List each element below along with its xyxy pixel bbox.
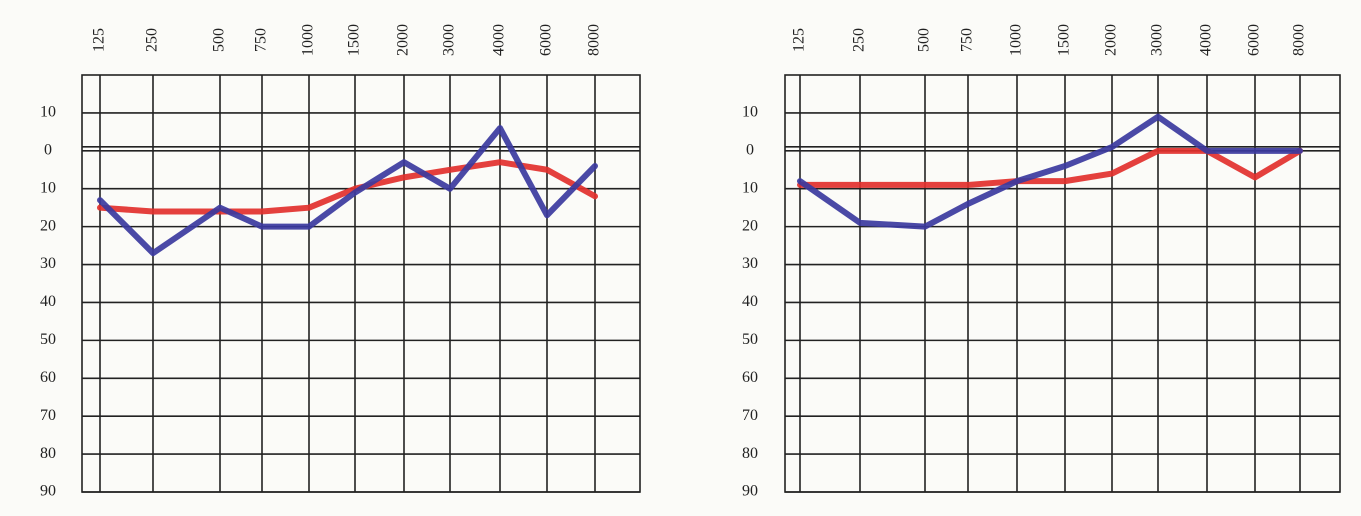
x-tick-label: 750 bbox=[959, 28, 976, 52]
x-tick-label: 250 bbox=[144, 28, 161, 52]
x-tick-label: 1000 bbox=[1008, 24, 1025, 56]
x-tick-label: 750 bbox=[253, 28, 270, 52]
hearing-line bbox=[797, 147, 1303, 188]
x-tick-label: 1500 bbox=[346, 24, 363, 56]
y-tick-label: 50 bbox=[40, 331, 56, 348]
grid-frame bbox=[784, 74, 1341, 493]
x-tick-label: 500 bbox=[211, 28, 228, 52]
x-tick-label: 4000 bbox=[1198, 24, 1215, 56]
x-tick-label: 6000 bbox=[538, 24, 555, 56]
y-tick-label: 0 bbox=[746, 141, 754, 158]
y-tick-label: 50 bbox=[742, 331, 758, 348]
x-tick-label: 125 bbox=[791, 28, 808, 52]
x-tick-label: 125 bbox=[91, 28, 108, 52]
y-tick-label: 70 bbox=[40, 407, 56, 424]
x-tick-label: 6000 bbox=[1246, 24, 1263, 56]
x-tick-label: 1500 bbox=[1056, 24, 1073, 56]
x-tick-label: 250 bbox=[851, 28, 868, 52]
x-tick-label: 500 bbox=[916, 28, 933, 52]
y-tick-label: 60 bbox=[40, 369, 56, 386]
y-tick-label: 10 bbox=[742, 179, 758, 196]
x-tick-label: 3000 bbox=[441, 24, 458, 56]
x-tick-label: 2000 bbox=[1103, 24, 1120, 56]
hearing-line bbox=[797, 113, 1303, 230]
grid-frame bbox=[81, 74, 641, 493]
y-tick-label: 10 bbox=[742, 104, 758, 121]
y-tick-label: 20 bbox=[40, 217, 56, 234]
y-tick-label: 10 bbox=[40, 179, 56, 196]
y-tick-label: 20 bbox=[742, 217, 758, 234]
x-tick-label: 8000 bbox=[1291, 24, 1308, 56]
y-tick-label: 0 bbox=[44, 141, 52, 158]
y-tick-label: 80 bbox=[40, 445, 56, 462]
y-tick-label: 40 bbox=[40, 293, 56, 310]
y-tick-label: 90 bbox=[40, 483, 56, 500]
y-tick-label: 40 bbox=[742, 293, 758, 310]
y-tick-label: 30 bbox=[742, 255, 758, 272]
x-tick-label: 8000 bbox=[586, 24, 603, 56]
x-tick-label: 2000 bbox=[395, 24, 412, 56]
y-tick-label: 60 bbox=[742, 369, 758, 386]
x-tick-label: 3000 bbox=[1149, 24, 1166, 56]
y-tick-label: 30 bbox=[40, 255, 56, 272]
hearing-line bbox=[97, 125, 598, 257]
y-tick-label: 70 bbox=[742, 407, 758, 424]
hearing-line bbox=[97, 159, 598, 215]
x-tick-label: 1000 bbox=[300, 24, 317, 56]
y-tick-label: 80 bbox=[742, 445, 758, 462]
y-tick-label: 10 bbox=[40, 104, 56, 121]
x-tick-label: 4000 bbox=[491, 24, 508, 56]
y-tick-label: 90 bbox=[742, 483, 758, 500]
